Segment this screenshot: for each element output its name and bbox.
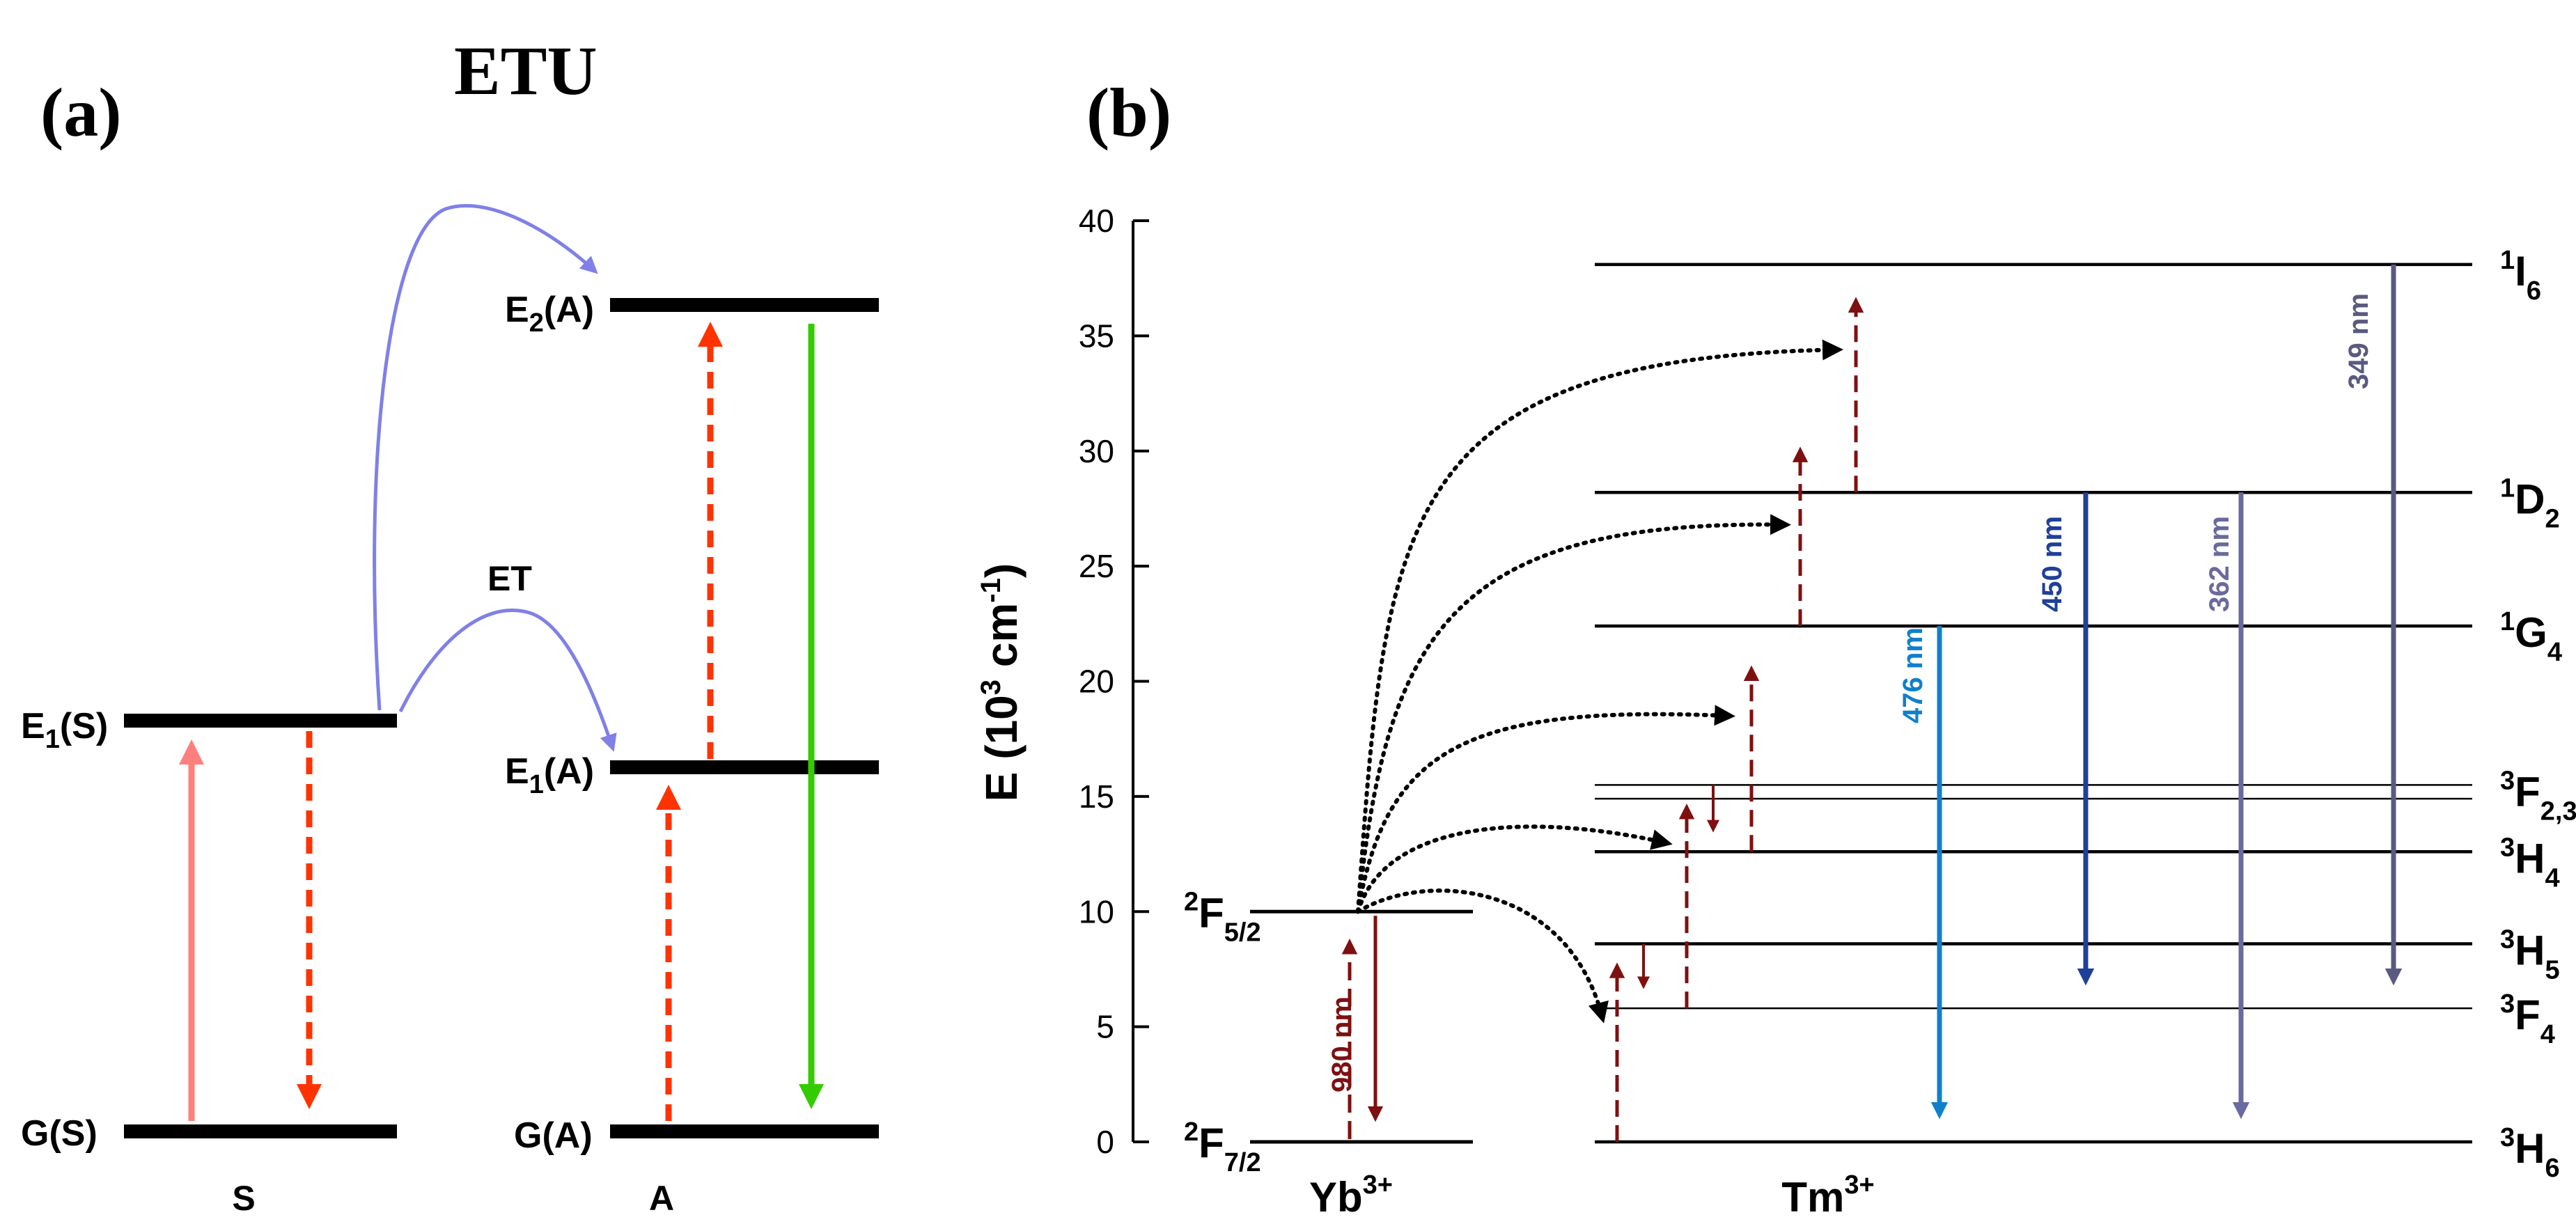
tm-level-label: 3F4 (2500, 989, 2555, 1049)
energy-transfer-curve (1356, 888, 1609, 1024)
transfer-curve-upper (373, 204, 598, 711)
yb-level-label: 2F5/2 (1184, 887, 1261, 947)
y-tick-label: 25 (1079, 548, 1114, 584)
tm-level-label: 3H4 (2500, 833, 2560, 893)
label-e1-a: E1(A) (505, 751, 594, 799)
panel-a-label: (a) (40, 74, 122, 151)
label-sensitizer: S (232, 1179, 255, 1218)
y-tick-label: 20 (1079, 664, 1114, 700)
label-e2-a: E2(A) (505, 290, 594, 338)
y-tick-label: 40 (1079, 203, 1114, 239)
energy-transfer-curve (1356, 339, 1843, 914)
panel-a: (a) ETU E1(S) G(S) E2(A) E1(A) G(A) S A … (21, 32, 879, 1218)
energy-transfer-curve (1356, 514, 1791, 914)
label-et: ET (487, 559, 532, 598)
tm-level-label: 1D2 (2500, 473, 2560, 533)
y-axis-label: E (103 cm-1) (976, 563, 1027, 801)
yb-level-label: 2F7/2 (1184, 1118, 1261, 1177)
label-g-a: G(A) (514, 1115, 593, 1156)
label-activator: A (649, 1179, 674, 1218)
tm-ion-label: Tm3+ (1781, 1170, 1874, 1221)
transition-arrows (1341, 264, 2403, 1142)
yb-ion-label: Yb3+ (1309, 1170, 1393, 1221)
y-tick-label: 30 (1079, 433, 1114, 469)
energy-transfer-curve (1356, 824, 1673, 914)
y-tick-label: 5 (1096, 1009, 1114, 1045)
y-tick-label: 15 (1079, 778, 1114, 815)
wl-450: 450 nm (2037, 516, 2068, 612)
transfer-curve-lower (398, 609, 617, 752)
label-e1-s: E1(S) (21, 706, 108, 754)
wl-362: 362 nm (2204, 516, 2235, 612)
wl-476: 476 nm (1898, 627, 1928, 723)
y-tick-label: 35 (1079, 317, 1114, 354)
tm-level-label: 1G4 (2500, 607, 2562, 667)
y-tick-label: 10 (1079, 893, 1114, 930)
y-tick-label: 0 (1096, 1124, 1114, 1160)
tm-level-label: 3H5 (2500, 925, 2560, 985)
tm-level-label: 3F2,3 (2500, 766, 2576, 826)
y-axis-ticks: 0 5 10 15 20 25 30 35 40 (1079, 203, 1149, 1160)
panel-a-title: ETU (454, 32, 598, 109)
energy-transfer-curve (1356, 705, 1735, 914)
tm-level-label: 3H6 (2500, 1123, 2560, 1183)
wl-349: 349 nm (2343, 293, 2374, 389)
wl-980: 980 nm (1327, 996, 1357, 1092)
panel-b-label: (b) (1086, 74, 1171, 151)
tm-level-label: 1I6 (2500, 246, 2541, 306)
label-g-s: G(S) (21, 1113, 97, 1154)
yb-levels: 2F5/2 2F7/2 (1184, 887, 1473, 1177)
